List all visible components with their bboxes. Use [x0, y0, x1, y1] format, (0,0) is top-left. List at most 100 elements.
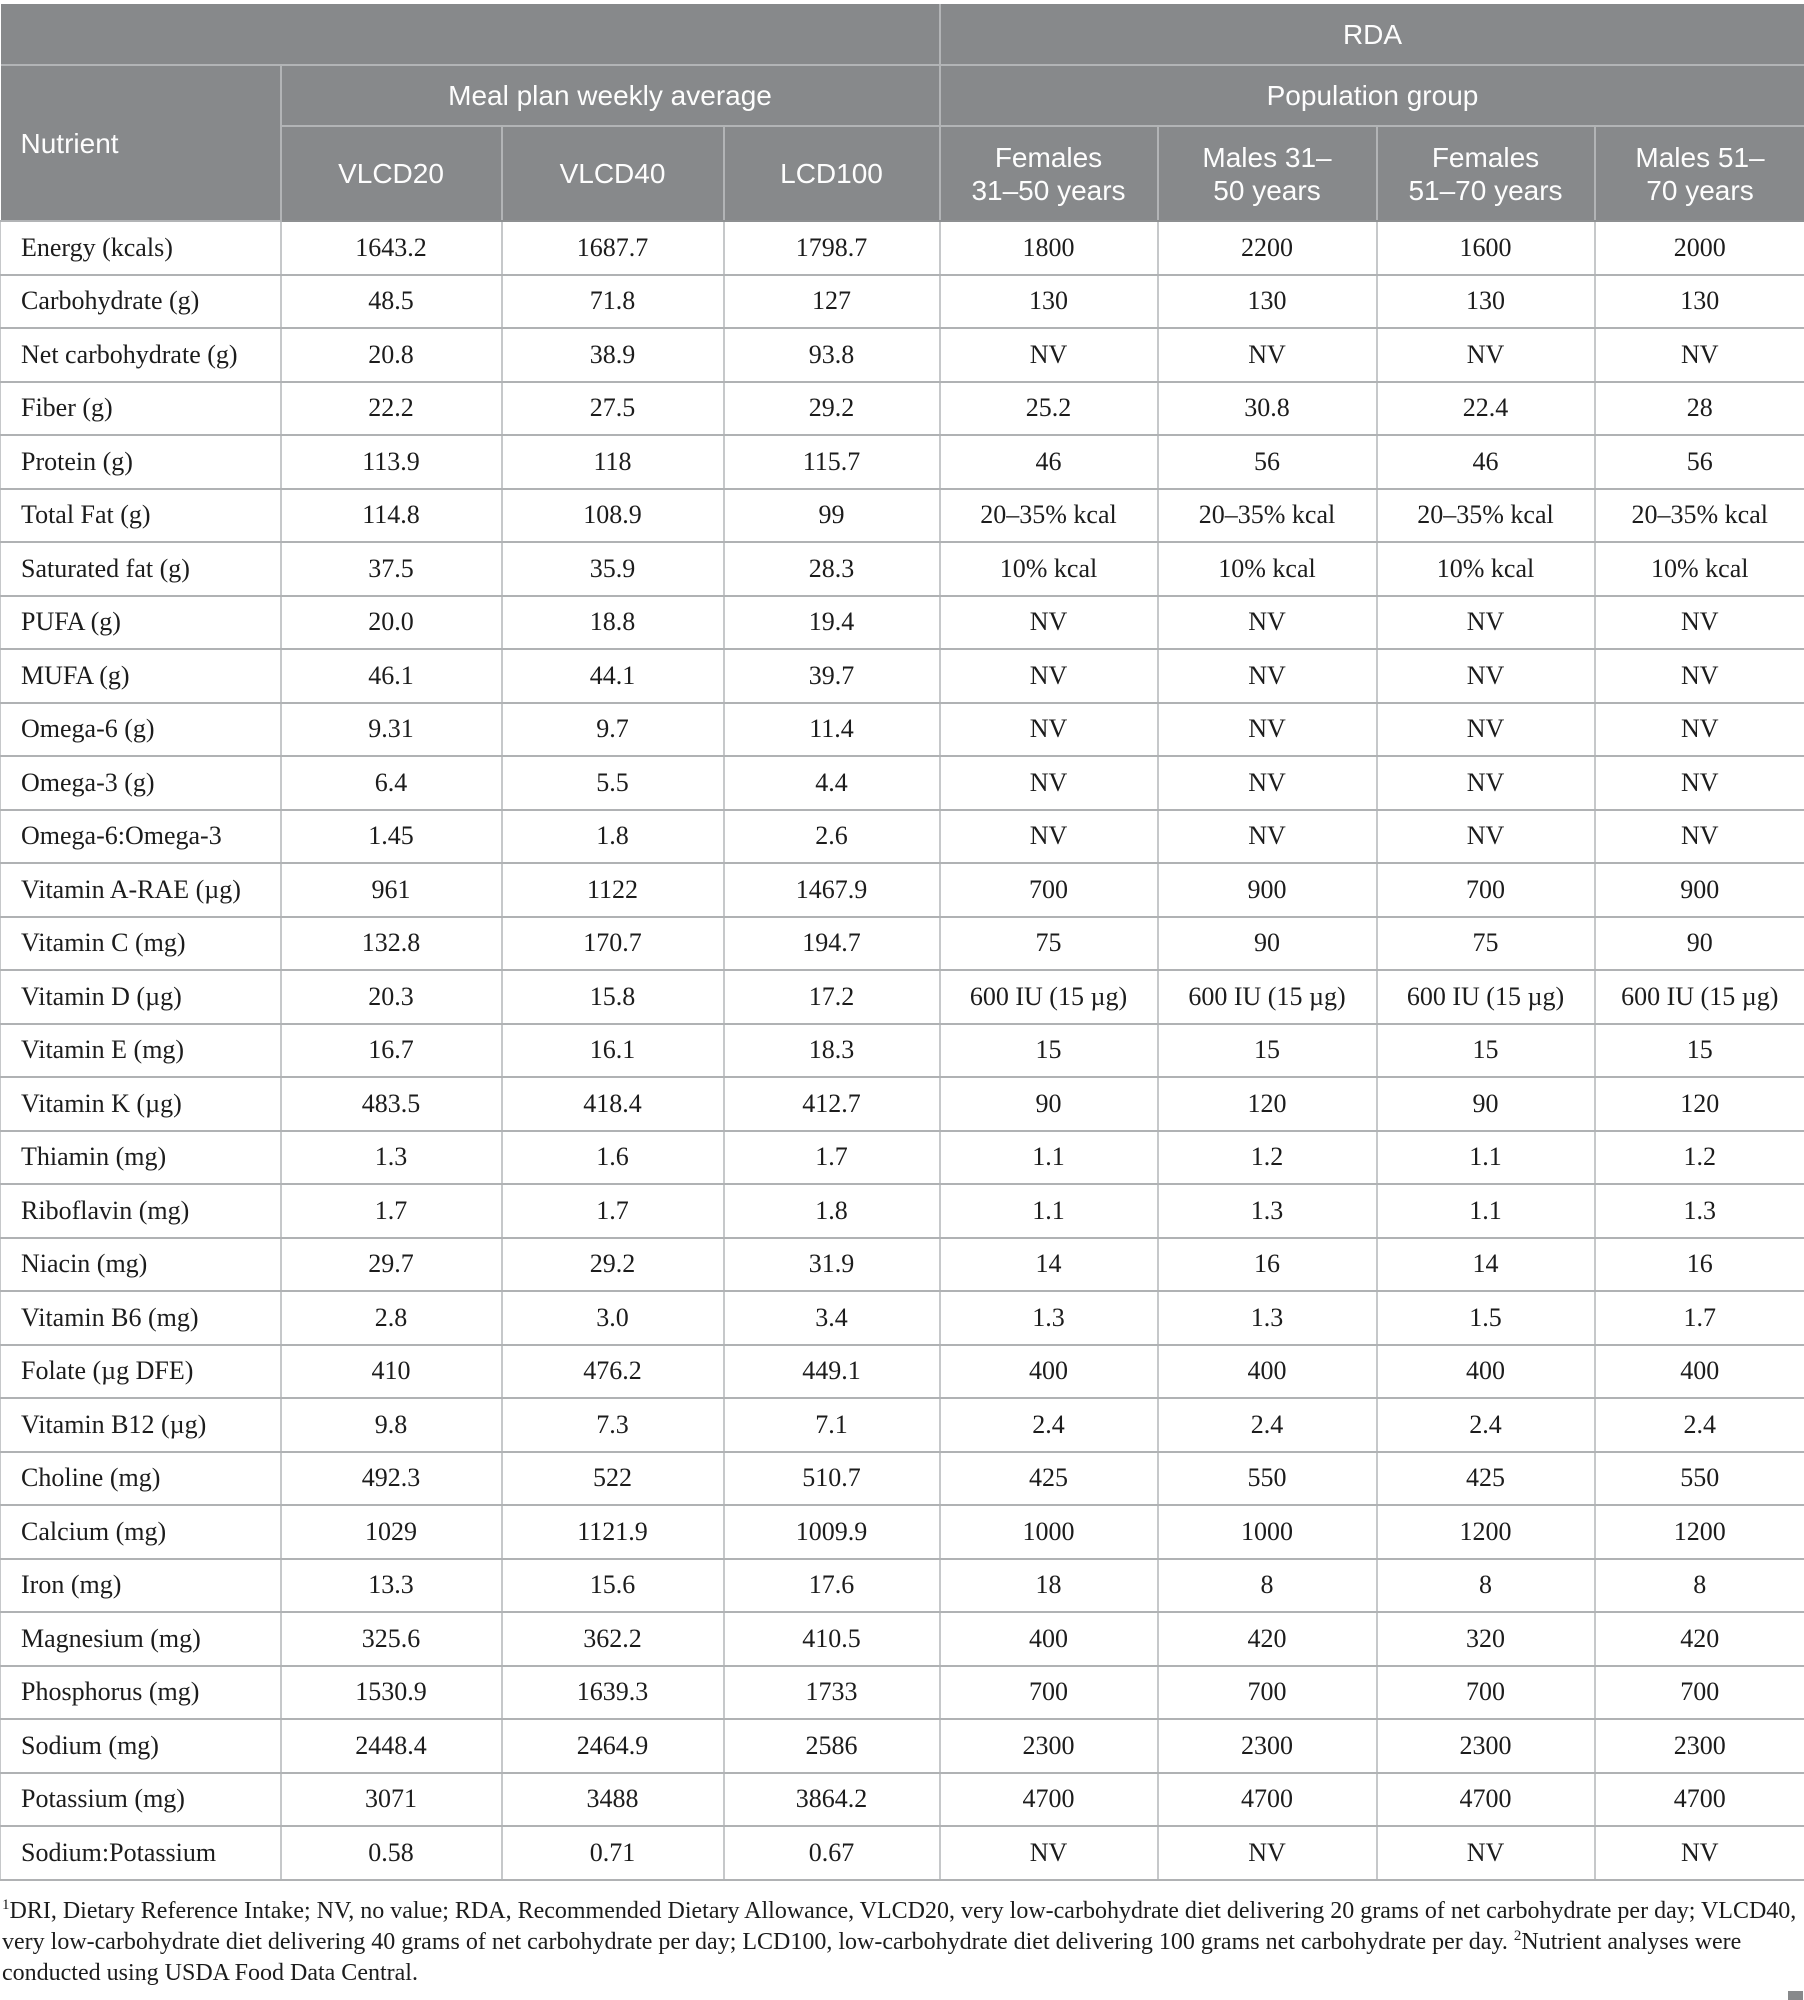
value-cell: 56 [1156, 434, 1378, 490]
table-row: Energy (kcals) 1643.2 1687.7 1798.7 1800 2200… [0, 220, 1804, 276]
value-cell: NV [1375, 808, 1596, 864]
nutrient-rda-table: RDA Nutrient Meal plan weekly average Po… [0, 4, 1804, 1881]
table-row: Protein (g) 113.9 118 115.7 46 56 46 56 [0, 434, 1804, 490]
table-footnote: 1DRI, Dietary Reference Intake; NV, no v… [2, 1896, 1800, 1989]
value-cell: 1.1 [938, 1129, 1159, 1185]
value-cell: 400 [1593, 1343, 1804, 1399]
nutrient-label: Vitamin K (µg) [0, 1076, 282, 1132]
value-cell: 31.9 [722, 1236, 941, 1292]
table-row: Vitamin K (µg) 483.5 418.4 412.7 90 120 90 120 [0, 1076, 1804, 1132]
nutrient-label: Fiber (g) [0, 380, 282, 436]
value-cell: 700 [1593, 1664, 1804, 1720]
nutrient-label: Vitamin C (mg) [0, 915, 282, 971]
value-cell: 28.3 [722, 541, 941, 597]
header-col-line: 51–70 years [1408, 174, 1563, 206]
value-cell: 48.5 [279, 273, 503, 329]
value-cell: 8 [1375, 1557, 1596, 1613]
value-cell: 35.9 [500, 541, 725, 597]
table-row: Omega-3 (g) 6.4 5.5 4.4 NV NV NV NV [0, 755, 1804, 811]
value-cell: 425 [938, 1450, 1159, 1506]
value-cell: 29.7 [279, 1236, 503, 1292]
value-cell: 2300 [1593, 1718, 1804, 1774]
value-cell: 522 [500, 1450, 725, 1506]
value-cell: 420 [1156, 1611, 1378, 1667]
value-cell: 1122 [500, 862, 725, 918]
value-cell: 9.31 [279, 701, 503, 757]
table-row: Omega-6 (g) 9.31 9.7 11.4 NV NV NV NV [0, 701, 1804, 757]
value-cell: 3488 [500, 1771, 725, 1827]
value-cell: NV [1593, 327, 1804, 383]
table-row: Choline (mg) 492.3 522 510.7 425 550 425 550 [0, 1450, 1804, 1506]
value-cell: 1200 [1375, 1504, 1596, 1560]
value-cell: 10% kcal [1156, 541, 1378, 597]
value-cell: 700 [1156, 1664, 1378, 1720]
value-cell: 8 [1156, 1557, 1378, 1613]
value-cell: NV [1593, 808, 1804, 864]
table-row: Folate (µg DFE) 410 476.2 449.1 400 400 400 400 [0, 1343, 1804, 1399]
nutrient-label: Vitamin A-RAE (µg) [0, 862, 282, 918]
nutrient-label: Folate (µg DFE) [0, 1343, 282, 1399]
corner-marker [1788, 1991, 1803, 2000]
nutrient-label: Phosphorus (mg) [0, 1664, 282, 1720]
value-cell: 2300 [938, 1718, 1159, 1774]
value-cell: NV [938, 327, 1159, 383]
value-cell: 1.1 [938, 1183, 1159, 1239]
value-cell: NV [1593, 648, 1804, 704]
header-col-line: Females [1431, 141, 1540, 173]
value-cell: 961 [279, 862, 503, 918]
value-cell: 99 [722, 487, 941, 543]
value-cell: 28 [1593, 380, 1804, 436]
value-cell: 1.3 [1593, 1183, 1804, 1239]
value-cell: 127 [722, 273, 941, 329]
value-cell: 1009.9 [722, 1504, 941, 1560]
value-cell: 130 [1156, 273, 1378, 329]
value-cell: 29.2 [722, 380, 941, 436]
value-cell: 3.4 [722, 1290, 941, 1346]
value-cell: 0.58 [279, 1825, 503, 1881]
value-cell: 0.67 [722, 1825, 941, 1881]
nutrient-label: Net carbohydrate (g) [0, 327, 282, 383]
value-cell: 492.3 [279, 1450, 503, 1506]
value-cell: 20–35% kcal [1375, 487, 1596, 543]
value-cell: NV [1593, 594, 1804, 650]
footnote-text-1: DRI, Dietary Reference Intake; NV, no va… [2, 1897, 1797, 1955]
value-cell: 410.5 [722, 1611, 941, 1667]
value-cell: 550 [1156, 1450, 1378, 1506]
header-empty-cell [0, 4, 941, 66]
value-cell: 700 [1375, 862, 1596, 918]
value-cell: 410 [279, 1343, 503, 1399]
value-cell: 29.2 [500, 1236, 725, 1292]
value-cell: 20.0 [279, 594, 503, 650]
value-cell: 1467.9 [722, 862, 941, 918]
table-row: Sodium:Potassium 0.58 0.71 0.67 NV NV NV NV [0, 1825, 1804, 1881]
value-cell: NV [1156, 808, 1378, 864]
header-row-columns: VLCD20 VLCD40 LCD100 Females 31–50 years … [1, 125, 1804, 222]
value-cell: 600 IU (15 µg) [1156, 969, 1378, 1025]
value-cell: 2.4 [938, 1397, 1159, 1453]
value-cell: 22.4 [1375, 380, 1596, 436]
value-cell: 400 [938, 1343, 1159, 1399]
value-cell: 1.7 [722, 1129, 941, 1185]
value-cell: 46 [1375, 434, 1596, 490]
nutrient-label: MUFA (g) [0, 648, 282, 704]
value-cell: 1798.7 [722, 220, 941, 276]
value-cell: 325.6 [279, 1611, 503, 1667]
table-row: Vitamin A-RAE (µg) 961 1122 1467.9 700 900 700… [0, 862, 1804, 918]
value-cell: 1800 [938, 220, 1159, 276]
value-cell: 114.8 [279, 487, 503, 543]
value-cell: 600 IU (15 µg) [1375, 969, 1596, 1025]
value-cell: 362.2 [500, 1611, 725, 1667]
value-cell: 1.3 [279, 1129, 503, 1185]
nutrient-label: Vitamin B12 (µg) [0, 1397, 282, 1453]
table-row: Net carbohydrate (g) 20.8 38.9 93.8 NV NV NV NV [0, 327, 1804, 383]
value-cell: 10% kcal [1375, 541, 1596, 597]
value-cell: 1530.9 [279, 1664, 503, 1720]
value-cell: 1029 [279, 1504, 503, 1560]
value-cell: 8 [1593, 1557, 1804, 1613]
table-body: Energy (kcals) 1643.2 1687.7 1798.7 1800 2200… [0, 220, 1804, 1881]
value-cell: 3071 [279, 1771, 503, 1827]
value-cell: 483.5 [279, 1076, 503, 1132]
value-cell: 1.5 [1375, 1290, 1596, 1346]
value-cell: 20–35% kcal [1156, 487, 1378, 543]
nutrient-label: Vitamin E (mg) [0, 1022, 282, 1078]
